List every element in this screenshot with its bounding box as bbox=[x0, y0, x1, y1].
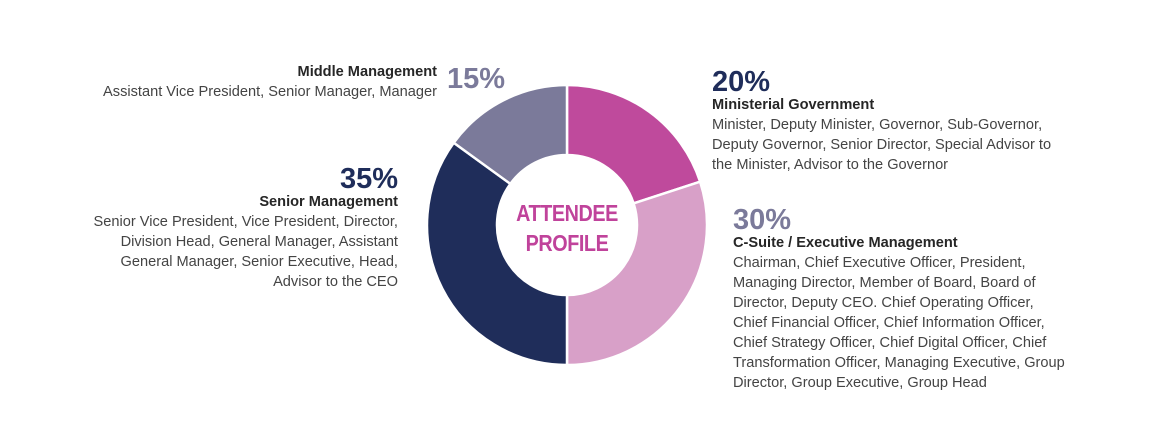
description-line: Senior Vice President, Vice President, D… bbox=[93, 214, 398, 230]
description-line: General Manager, Senior Executive, Head, bbox=[120, 254, 398, 270]
donut-slice-senior-management bbox=[425, 140, 569, 367]
description-line: Assistant Vice President, Senior Manager… bbox=[103, 84, 437, 100]
slice-label-senior-management: 35% bbox=[339, 163, 398, 195]
annotation-middle-management: 15% Middle Management Assistant Vice Pre… bbox=[17, 63, 505, 102]
category-ministerial-government: Ministerial Government bbox=[712, 97, 875, 113]
donut-slice-ministerial-government bbox=[565, 83, 702, 205]
description-line: Chief Financial Officer, Chief Informati… bbox=[733, 315, 1045, 331]
description-line: Chairman, Chief Executive Officer, Presi… bbox=[733, 255, 1026, 271]
description-line: Transformation Officer, Managing Executi… bbox=[733, 355, 1065, 371]
description-line: Deputy Governor, Senior Director, Specia… bbox=[712, 137, 1052, 153]
annotation-c-suite: 30% C-Suite / Executive Management Chair… bbox=[733, 206, 1153, 393]
description-line: Chief Strategy Officer, Chief Digital Of… bbox=[733, 335, 1047, 351]
center-label: ATTENDEE PROFILE bbox=[506, 198, 628, 258]
description-line: Minister, Deputy Minister, Governor, Sub… bbox=[712, 117, 1043, 133]
slice-label-middle-management: 15% bbox=[446, 63, 505, 95]
category-senior-management: Senior Management bbox=[259, 194, 398, 210]
center-label-line-2: PROFILE bbox=[525, 230, 609, 256]
slice-label-c-suite: 30% bbox=[733, 204, 792, 236]
donut-slice-c-suite-executive-management bbox=[565, 180, 709, 367]
slice-label-ministerial-government: 20% bbox=[712, 66, 771, 98]
annotation-senior-management: 35% Senior Management Senior Vice Presid… bbox=[38, 165, 398, 292]
category-middle-management: Middle Management bbox=[297, 64, 437, 80]
description-line: Director, Group Executive, Group Head bbox=[733, 375, 987, 391]
description-line: Division Head, General Manager, Assistan… bbox=[120, 234, 398, 250]
description-line: Director, Deputy CEO. Chief Operating Of… bbox=[733, 295, 1034, 311]
description-line: Advisor to the CEO bbox=[273, 274, 398, 290]
donut-slice-middle-management bbox=[451, 83, 569, 186]
annotation-ministerial-government: 20% Ministerial Government Minister, Dep… bbox=[712, 68, 1132, 175]
description-line: the Minister, Advisor to the Governor bbox=[712, 157, 949, 173]
category-c-suite: C-Suite / Executive Management bbox=[733, 235, 958, 251]
center-label-line-1: ATTENDEE bbox=[516, 200, 618, 226]
description-line: Managing Director, Member of Board, Boar… bbox=[733, 275, 1036, 291]
